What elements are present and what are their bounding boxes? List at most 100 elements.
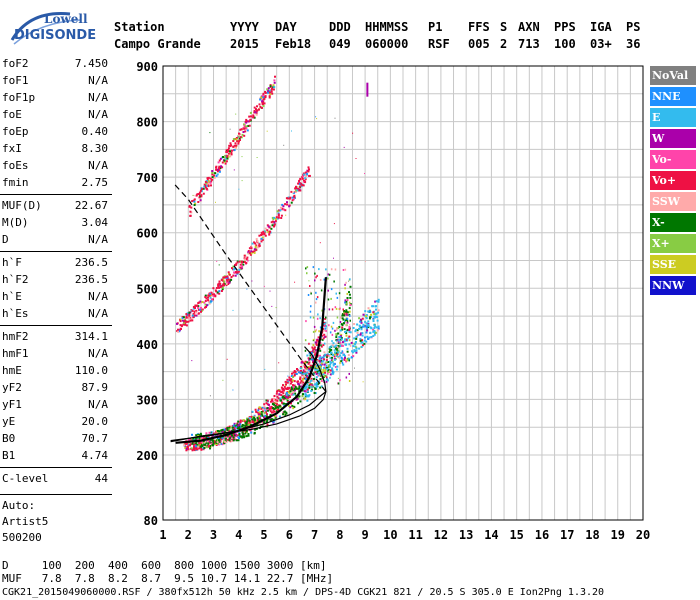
echo-point <box>270 227 273 230</box>
echo-point <box>284 387 287 390</box>
echo-point <box>204 303 207 306</box>
echo-point <box>232 424 235 427</box>
echo-point <box>328 355 331 358</box>
echo-point <box>206 440 209 443</box>
echo-point <box>272 86 275 89</box>
echo-point <box>307 366 310 368</box>
echo-point <box>346 321 349 324</box>
echo-point <box>239 128 242 131</box>
echo-point <box>346 314 348 316</box>
echo-point <box>312 372 315 375</box>
hdr-value-pps: 100 <box>554 37 576 51</box>
echo-point <box>215 174 218 177</box>
echo-point <box>291 199 294 202</box>
echo-point <box>262 94 265 97</box>
echo-point <box>263 230 266 233</box>
echo-point <box>268 407 271 410</box>
echo-point <box>334 358 336 361</box>
echo-point <box>302 184 305 187</box>
echo-point <box>209 181 212 184</box>
logo-digisonde-text: DIGISONDE <box>14 28 97 43</box>
param-name: fxI <box>2 142 22 155</box>
echo-point <box>194 445 197 448</box>
param-row-yf1: yF1 N/A <box>2 397 108 413</box>
echo-point <box>232 432 235 435</box>
echo-point <box>345 332 348 335</box>
echo-point <box>367 310 370 313</box>
echo-point <box>312 266 315 269</box>
echo-point <box>192 443 195 446</box>
echo-point <box>361 339 364 342</box>
echo-point <box>309 380 312 383</box>
purple-marker <box>366 82 369 97</box>
echo-point <box>229 150 231 153</box>
echo-point <box>266 91 269 94</box>
echo-point <box>266 88 269 91</box>
param-row-md: M(D) 3.04 <box>2 215 108 231</box>
echo-point <box>361 334 364 337</box>
echo-point <box>277 216 280 219</box>
echo-point <box>228 426 231 429</box>
echo-point <box>273 86 276 89</box>
echo-point <box>361 341 364 344</box>
echo-point <box>328 324 330 327</box>
echo-point <box>349 278 351 281</box>
echo-point <box>288 387 291 389</box>
echo-point <box>354 367 355 369</box>
echo-point <box>318 358 321 361</box>
echo-point <box>306 388 309 391</box>
echo-point <box>232 439 235 442</box>
echo-point <box>267 87 270 90</box>
echo-point <box>373 324 376 327</box>
echo-point <box>177 330 180 333</box>
echo-point <box>263 405 266 408</box>
echo-point <box>203 183 206 186</box>
echo-point <box>330 325 333 328</box>
echo-point <box>292 393 295 396</box>
echo-point <box>266 229 269 232</box>
echo-point <box>271 399 273 402</box>
echo-point <box>227 283 230 285</box>
echo-point <box>318 373 321 376</box>
echo-point <box>180 324 183 327</box>
echo-point <box>201 308 204 311</box>
echo-point <box>209 395 211 397</box>
param-value: 2.75 <box>81 176 109 189</box>
echo-point <box>292 193 294 194</box>
param-value: N/A <box>88 159 108 172</box>
echo-point <box>230 153 233 156</box>
echo-point <box>325 330 327 332</box>
echo-point <box>270 405 273 408</box>
echo-point <box>262 230 265 233</box>
echo-point <box>345 309 348 312</box>
y-tick-label: 800 <box>136 116 158 130</box>
echo-point <box>293 370 296 372</box>
x-tick-label: 12 <box>434 528 448 542</box>
param-value: 8.30 <box>81 142 109 155</box>
echo-point <box>202 440 205 443</box>
echo-point <box>264 95 267 98</box>
echo-point <box>289 388 292 391</box>
echo-point <box>264 234 267 237</box>
echo-point <box>308 361 311 364</box>
param-separator <box>0 467 112 468</box>
echo-point <box>263 421 266 424</box>
echo-point <box>263 403 266 406</box>
echo-point <box>340 333 343 336</box>
echo-point <box>329 369 332 372</box>
echo-point <box>349 319 351 322</box>
echo-point <box>258 415 261 418</box>
echo-point <box>334 363 336 365</box>
echo-point <box>188 312 191 315</box>
echo-point <box>273 403 275 406</box>
echo-point <box>365 326 368 329</box>
echo-point <box>273 407 276 410</box>
echo-point <box>230 426 233 429</box>
echo-point <box>334 306 337 309</box>
echo-point <box>311 383 313 386</box>
echo-point <box>211 176 214 179</box>
param-value: N/A <box>88 233 108 246</box>
echo-point <box>268 408 271 411</box>
echo-point <box>312 316 315 319</box>
echo-point <box>269 405 271 408</box>
